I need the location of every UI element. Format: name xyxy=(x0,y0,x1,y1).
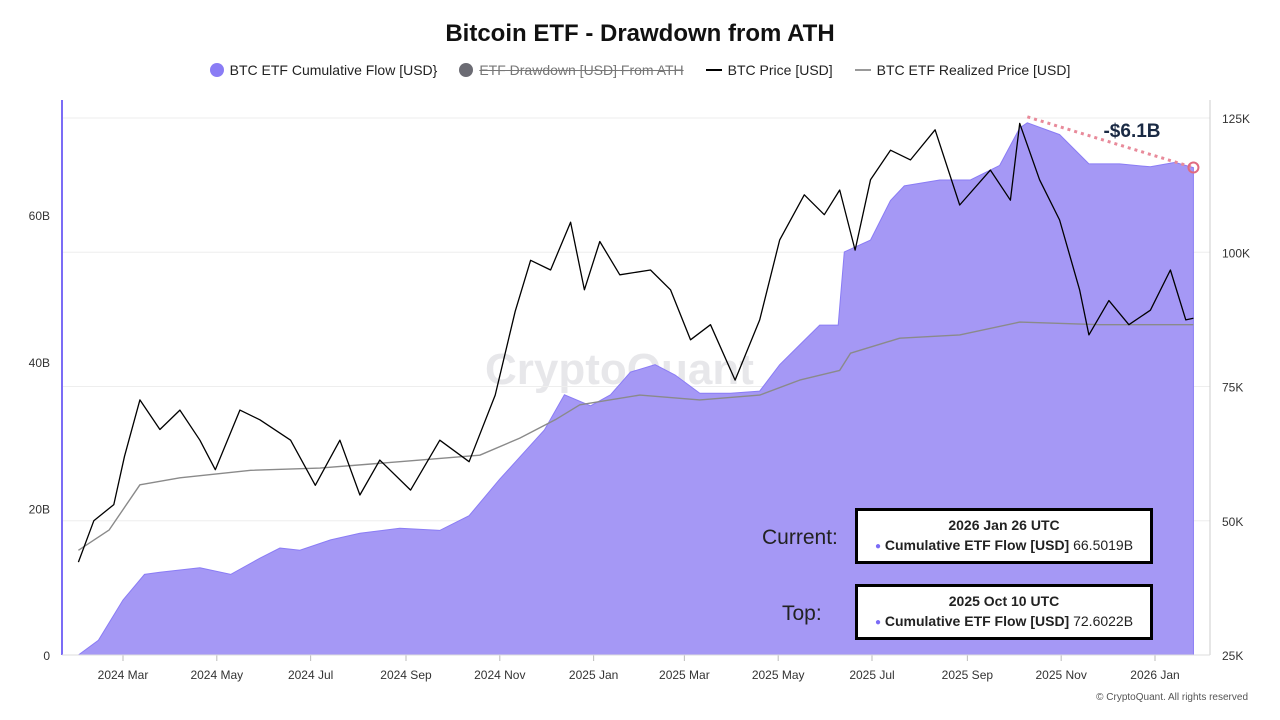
bullet-icon: ● xyxy=(874,616,881,628)
x-tick-label: 2025 Jan xyxy=(569,668,618,682)
tooltip-series: Cumulative ETF Flow [USD] xyxy=(884,537,1070,553)
drawdown-annotation xyxy=(1026,115,1200,174)
current-tooltip: 2026 Jan 26 UTC ● Cumulative ETF Flow [U… xyxy=(855,508,1153,564)
tooltip-date: 2025 Oct 10 UTC xyxy=(948,593,1060,609)
btc-price-line xyxy=(77,122,1194,563)
axes: 25K 50K 75K 100K 125K 0 20B 40B 60B 2024 Mar 2024 … xyxy=(29,100,1250,682)
legend-label: BTC ETF Realized Price [USD] xyxy=(876,62,1071,78)
legend-item-btc-price[interactable]: BTC Price [USD] xyxy=(705,62,833,78)
current-point-marker xyxy=(1187,161,1200,174)
legend-label: BTC ETF Cumulative Flow [USD} xyxy=(229,62,438,78)
drawdown-dotted-line xyxy=(1026,115,1194,169)
cumulative-flow-area xyxy=(78,122,1194,656)
y-right-tick-label: 50K xyxy=(1222,515,1243,529)
x-tick-label: 2026 Jan xyxy=(1130,668,1179,682)
y-left-tick-label: 40B xyxy=(29,356,50,370)
bullet-icon: ● xyxy=(874,540,881,552)
top-tooltip: 2025 Oct 10 UTC ● Cumulative ETF Flow [U… xyxy=(855,584,1153,640)
legend-item-cumulative-flow[interactable]: BTC ETF Cumulative Flow [USD} xyxy=(209,62,438,78)
legend-dot-icon xyxy=(209,63,224,77)
tooltip-value: 72.6022B xyxy=(1073,613,1134,629)
legend-label: ETF Drawdown [USD] From ATH xyxy=(479,62,684,78)
x-tick-label: 2024 May xyxy=(190,668,243,682)
y-left-tick-label: 20B xyxy=(29,502,50,516)
realized-price-line xyxy=(78,321,1194,551)
tooltip-series: Cumulative ETF Flow [USD] xyxy=(884,613,1070,629)
chart-title: Bitcoin ETF - Drawdown from ATH xyxy=(445,20,835,47)
legend: BTC ETF Cumulative Flow [USD} ETF Drawdo… xyxy=(0,62,1280,78)
current-label: Current: xyxy=(762,526,838,549)
y-left-tick-label: 0 xyxy=(43,649,50,663)
x-tick-label: 2024 Mar xyxy=(98,668,149,682)
legend-item-drawdown[interactable]: ETF Drawdown [USD] From ATH xyxy=(459,62,684,78)
legend-label: BTC Price [USD] xyxy=(727,62,833,78)
y-right-tick-label: 100K xyxy=(1222,246,1250,260)
x-tick-label: 2024 Nov xyxy=(474,668,525,682)
drawdown-label: -$6.1B xyxy=(1103,121,1160,142)
legend-line-icon xyxy=(705,69,722,71)
top-label: Top: xyxy=(782,602,822,625)
x-tick-label: 2025 Mar xyxy=(659,668,710,682)
y-right-tick-label: 75K xyxy=(1222,381,1243,395)
copyright: © CryptoQuant. All rights reserved xyxy=(1096,692,1248,703)
y-right-tick-label: 25K xyxy=(1222,649,1243,663)
tooltip-date: 2026 Jan 26 UTC xyxy=(948,517,1060,533)
legend-item-realized-price[interactable]: BTC ETF Realized Price [USD] xyxy=(854,62,1071,78)
legend-line-icon xyxy=(854,69,871,71)
x-tick-label: 2025 May xyxy=(752,668,805,682)
x-tick-label: 2024 Jul xyxy=(288,668,333,682)
y-right-tick-label: 125K xyxy=(1222,112,1250,126)
cumulative-flow-area-path xyxy=(78,122,1194,656)
x-tick-label: 2025 Nov xyxy=(1035,668,1086,682)
x-tick-label: 2025 Sep xyxy=(942,668,994,682)
y-left-tick-label: 60B xyxy=(29,209,50,223)
x-tick-label: 2025 Jul xyxy=(849,668,894,682)
price-lines xyxy=(77,122,1194,563)
legend-dot-icon xyxy=(459,63,474,77)
tooltip-value: 66.5019B xyxy=(1073,537,1134,553)
x-tick-label: 2024 Sep xyxy=(380,668,432,682)
